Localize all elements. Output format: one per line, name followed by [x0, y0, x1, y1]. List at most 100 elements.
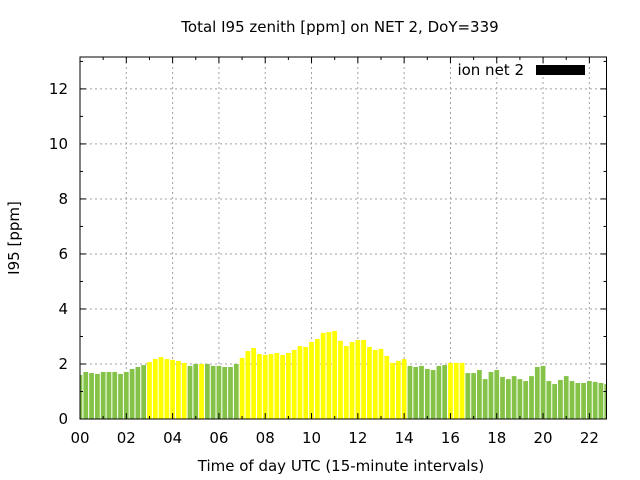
y-axis-label: I95 [ppm]: [5, 201, 23, 275]
bar: [303, 346, 309, 419]
bar: [604, 384, 607, 419]
bar: [430, 370, 436, 419]
bar: [390, 362, 395, 419]
bar: [505, 379, 511, 419]
bar: [228, 367, 233, 419]
bar: [482, 379, 488, 419]
bar: [546, 381, 552, 419]
bar: [459, 362, 465, 419]
y-tick-labels: 0 2 4 6 8 10 12: [49, 80, 68, 428]
y-tick-label: 8: [58, 190, 68, 208]
bar: [204, 363, 210, 419]
bar: [176, 360, 181, 419]
y-tick-label: 0: [58, 410, 68, 428]
bar: [598, 382, 604, 419]
bar: [558, 379, 563, 419]
bar: [552, 384, 558, 419]
x-tick-label: 12: [348, 429, 367, 447]
bar: [106, 371, 112, 419]
bar: [170, 359, 175, 419]
bar: [332, 330, 338, 419]
bar: [575, 382, 581, 419]
bar: [94, 373, 100, 419]
bar: [453, 362, 459, 419]
x-tick-label: 16: [441, 429, 460, 447]
bar: [349, 341, 355, 419]
bar: [442, 365, 448, 419]
y-tick-label: 6: [58, 245, 68, 263]
grid-lines: [80, 57, 607, 419]
bar: [488, 371, 494, 419]
y-tick-label: 4: [58, 300, 68, 318]
bar: [401, 359, 407, 419]
bar: [233, 363, 239, 419]
bar: [326, 332, 332, 419]
bar: [569, 381, 575, 419]
bar: [529, 376, 534, 419]
bar: [262, 354, 268, 419]
x-tick-label: 14: [395, 429, 414, 447]
bar: [517, 379, 523, 419]
bar: [274, 352, 280, 419]
bar: [239, 357, 245, 419]
bar: [210, 365, 216, 419]
bar-series: [80, 330, 607, 419]
bar: [251, 348, 257, 419]
bar: [222, 367, 228, 419]
bar: [367, 346, 372, 419]
legend: ion net 2: [457, 61, 585, 79]
bar: [419, 365, 424, 419]
bar: [141, 365, 147, 419]
x-tick-label: 02: [117, 429, 136, 447]
plot-frame: [79, 56, 607, 420]
bar: [448, 362, 453, 419]
bar: [286, 352, 291, 419]
bar: [112, 371, 118, 419]
bar: [511, 376, 517, 419]
bar: [471, 373, 476, 419]
bar: [581, 382, 586, 419]
bar: [309, 341, 314, 419]
bar: [523, 381, 529, 419]
bar: [152, 359, 158, 419]
bar: [343, 346, 349, 419]
bar: [199, 363, 204, 419]
x-axis-label: Time of day UTC (15-minute intervals): [197, 457, 484, 475]
bar: [135, 367, 141, 419]
bar: [100, 371, 106, 419]
bar: [118, 373, 123, 419]
x-tick-label: 22: [580, 429, 599, 447]
bar: [314, 338, 320, 419]
x-tick-label: 20: [534, 429, 553, 447]
bar: [216, 365, 222, 419]
bar: [268, 354, 274, 419]
bar: [407, 365, 413, 419]
bar: [164, 359, 170, 419]
bar: [424, 368, 430, 419]
bar: [436, 365, 442, 419]
bar: [147, 362, 152, 419]
bar: [592, 381, 598, 419]
bar: [395, 360, 401, 419]
bar: [355, 340, 361, 419]
bar: [193, 363, 199, 419]
x-tick-label: 06: [209, 429, 228, 447]
bar: [129, 368, 135, 419]
bar: [181, 362, 187, 419]
bar: [80, 374, 83, 419]
bar: [338, 340, 343, 419]
x-tick-label: 18: [487, 429, 506, 447]
bar: [534, 367, 540, 419]
bar: [297, 346, 303, 419]
bar: [257, 354, 262, 419]
bar: [280, 354, 285, 419]
bar: [465, 373, 471, 419]
bar: [378, 348, 384, 419]
legend-swatch: [536, 65, 585, 75]
x-tick-label: 10: [302, 429, 321, 447]
x-tick-labels: 00 02 04 06 08 10 12 14 16 18 20 22: [70, 429, 598, 447]
x-tick-label: 08: [256, 429, 275, 447]
y-tick-label: 2: [58, 355, 68, 373]
chart-title: Total I95 zenith [ppm] on NET 2, DoY=339: [180, 18, 498, 36]
y-tick-label: 10: [49, 135, 68, 153]
